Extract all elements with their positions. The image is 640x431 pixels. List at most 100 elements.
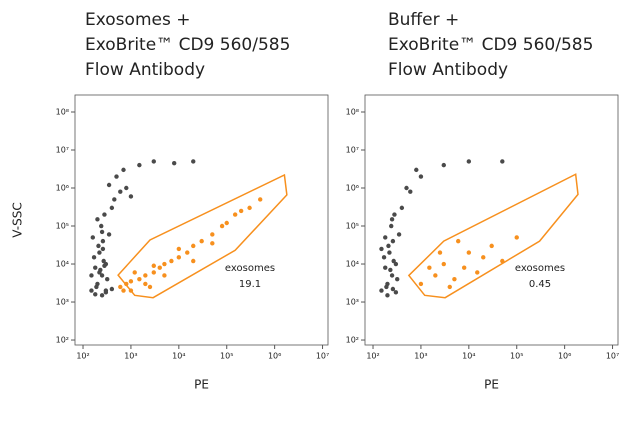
event-dot (89, 273, 94, 278)
gate-label: exosomes (225, 263, 275, 274)
event-dot (441, 162, 446, 168)
event-dot (500, 159, 505, 164)
event-dot (102, 263, 107, 268)
event-dot (121, 167, 126, 173)
event-dot (109, 286, 115, 292)
event-dot (388, 267, 393, 273)
event-dot (258, 197, 263, 202)
event-dot (418, 281, 424, 287)
event-dot (100, 246, 106, 252)
x-tick-label: 10⁵ (510, 352, 523, 361)
event-dot (99, 273, 105, 278)
y-tick-label: 10³ (346, 298, 359, 307)
x-tick-label: 10⁶ (558, 352, 571, 361)
event-dot (379, 246, 384, 252)
event-dot (99, 293, 105, 298)
event-dot (103, 290, 109, 295)
event-dot (162, 273, 167, 278)
event-dot (100, 238, 106, 244)
y-tick-label: 10⁶ (346, 184, 359, 193)
event-dot (97, 270, 102, 275)
event-dot (514, 235, 519, 240)
y-tick-label: 10⁵ (56, 222, 69, 231)
event-dot (238, 208, 244, 214)
event-dot (99, 223, 104, 229)
plot-frame (74, 94, 329, 346)
chart-title: Exosomes + (85, 10, 190, 30)
x-tick-label: 10² (366, 352, 379, 361)
event-dot (433, 273, 438, 278)
event-dot (106, 182, 112, 188)
event-dot (106, 232, 112, 237)
x-tick-label: 10⁶ (268, 352, 281, 361)
event-dot (128, 194, 134, 199)
y-tick-label: 10⁷ (56, 146, 69, 155)
event-dot (408, 189, 413, 194)
event-dot (475, 270, 480, 275)
event-dot (414, 167, 419, 173)
event-dot (157, 265, 162, 270)
event-dot (489, 243, 494, 249)
x-tick-label: 10² (76, 352, 89, 361)
y-tick-label: 10⁶ (56, 184, 69, 193)
x-tick-label: 10³ (124, 352, 137, 361)
event-dot (151, 270, 156, 275)
event-dot (399, 205, 405, 211)
event-dot (151, 263, 156, 268)
event-dot (385, 293, 390, 298)
event-dot (379, 288, 384, 293)
chart-title: ExoBrite™ CD9 560/585 (85, 35, 290, 55)
event-dot (191, 159, 196, 164)
event-dot (381, 255, 387, 260)
event-dot (109, 205, 115, 211)
event-dot (383, 235, 388, 240)
event-dot (105, 276, 110, 282)
chart-title: Flow Antibody (388, 60, 508, 80)
x-tick-label: 10⁴ (462, 352, 475, 361)
event-dot (94, 284, 99, 290)
event-dot (121, 288, 126, 293)
gate-label: exosomes (515, 263, 565, 274)
event-dot (143, 281, 148, 287)
event-dot (169, 258, 174, 264)
event-dot (93, 265, 98, 270)
plot-frame (364, 94, 619, 346)
event-dot (96, 243, 101, 249)
event-dot (89, 288, 94, 293)
x-axis-label: PE (484, 378, 499, 392)
event-dot (387, 250, 392, 255)
y-tick-label: 10⁴ (56, 260, 69, 269)
event-dot (137, 276, 142, 282)
event-dot (191, 243, 196, 249)
y-tick-label: 10⁵ (346, 222, 359, 231)
gate-value: 0.45 (529, 279, 551, 290)
event-dot (389, 217, 395, 222)
y-tick-label: 10³ (56, 298, 69, 307)
gate (407, 173, 579, 299)
event-dot (441, 261, 446, 267)
event-dot (137, 162, 142, 168)
event-dot (427, 265, 432, 270)
event-dot (456, 238, 461, 244)
event-dot (93, 292, 98, 297)
event-dot (404, 185, 409, 191)
event-dot (151, 159, 156, 164)
event-dot (390, 238, 396, 244)
event-dot (191, 258, 196, 264)
event-dot (176, 255, 182, 260)
event-dot (247, 205, 252, 211)
event-dot (97, 250, 102, 255)
event-dot (143, 273, 148, 278)
event-dot (392, 212, 397, 217)
y-tick-label: 10⁸ (346, 107, 359, 116)
event-dot (386, 243, 391, 249)
gate (117, 173, 288, 299)
event-dot (114, 174, 119, 179)
event-dot (437, 250, 443, 255)
y-tick-label: 10⁴ (346, 260, 359, 269)
event-dot (389, 223, 394, 229)
event-dot (128, 279, 134, 284)
y-tick-label: 10² (56, 336, 69, 345)
